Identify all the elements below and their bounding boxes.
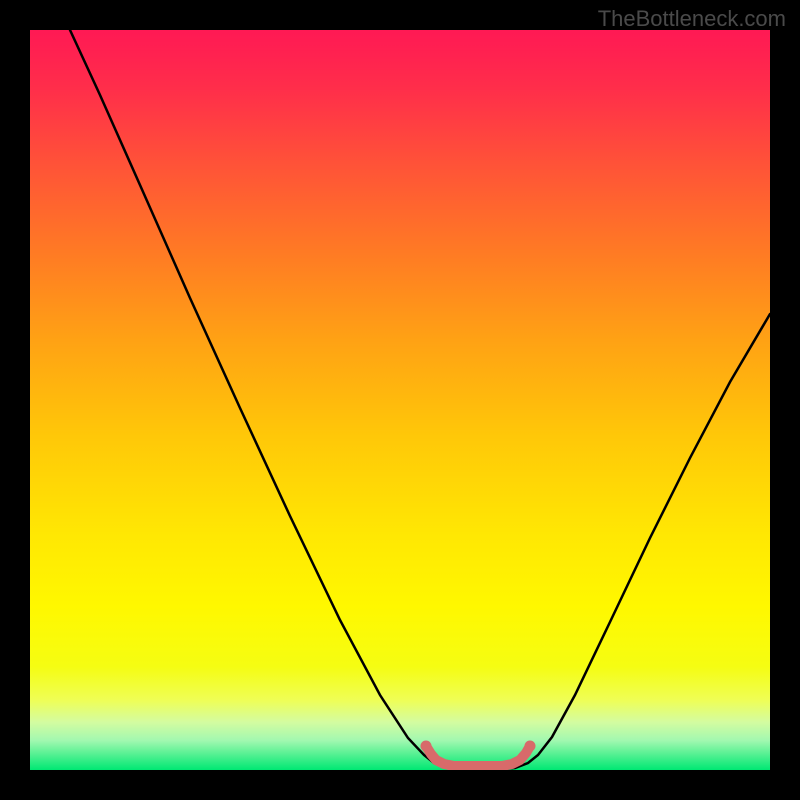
watermark-text: TheBottleneck.com xyxy=(598,6,786,32)
valley-endpoint-dot xyxy=(525,741,536,752)
gradient-background xyxy=(30,30,770,770)
plot-svg xyxy=(30,30,770,770)
plot-area xyxy=(30,30,770,770)
valley-endpoint-dot xyxy=(421,741,432,752)
chart-container: TheBottleneck.com xyxy=(0,0,800,800)
